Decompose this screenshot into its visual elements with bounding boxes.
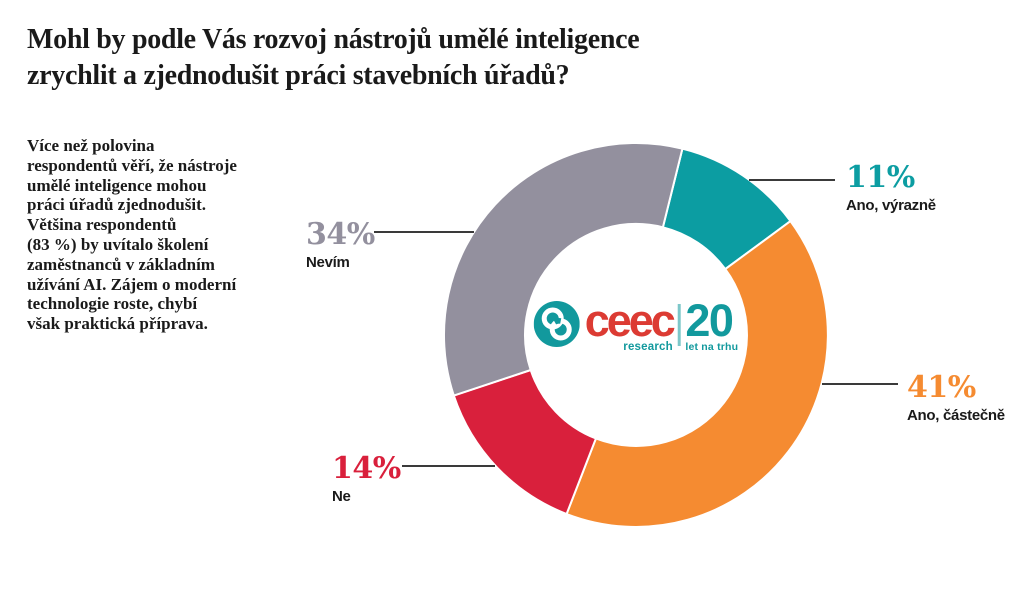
intro-text: Více než polovina respondentů věří, že ná…	[27, 136, 237, 334]
text-line: respondentů věří, že nástroje	[27, 155, 237, 175]
text-line: zrychlit a zjednodušit práci stavebních …	[27, 60, 570, 91]
text-line: technologie roste, chybí	[27, 294, 198, 314]
label-ano-castecne: 41% Ano, částečně	[907, 370, 1005, 425]
ceec-brand-word: ceec	[584, 295, 676, 346]
percent-value: 34%	[306, 217, 375, 252]
text-line: umělé inteligence mohou	[27, 175, 207, 195]
label-ne: 14% Ne	[332, 451, 401, 506]
donut-segment-ano-castecne	[565, 220, 829, 528]
leader-line-ano-vyrazne	[749, 179, 835, 181]
ceec-anniversary-badge: 20 let na trhu	[685, 295, 739, 353]
ceec-brand-block: ceec research	[584, 295, 676, 353]
label-nevim: 34% Nevím	[306, 217, 375, 272]
percent-value: 14%	[332, 451, 401, 486]
badge-number: 20	[685, 295, 734, 346]
donut-chart	[443, 142, 829, 528]
category-label: Ano, částečně	[907, 407, 1005, 424]
leader-line-ano-castecne	[822, 383, 898, 385]
leader-line-ne	[402, 465, 495, 467]
text-line: zaměstnanců v základním	[27, 254, 215, 274]
leader-line-nevim	[374, 231, 474, 233]
percent-value: 11%	[846, 160, 915, 195]
text-line: Většina respondentů	[27, 215, 177, 235]
label-ano-vyrazne: 11% Ano, výrazně	[846, 160, 936, 215]
text-line: Mohl by podle Vás rozvoj nástrojů umělé …	[27, 24, 640, 55]
text-line: Více než polovina	[27, 136, 155, 155]
badge-sub: let na trhu	[685, 341, 739, 353]
ceec-brand-sub: research	[623, 341, 673, 353]
text-line: (83 %) by uvítalo školení	[27, 234, 209, 254]
ceec-chain-icon	[533, 301, 580, 347]
category-label: Ne	[332, 488, 351, 505]
category-label: Nevím	[306, 254, 350, 271]
category-label: Ano, výrazně	[846, 197, 936, 214]
donut-segment-ne	[452, 369, 597, 515]
percent-value: 41%	[907, 370, 976, 405]
ceec-logo: ceec research 20 let na trhu	[533, 295, 739, 353]
logo-divider	[677, 304, 681, 346]
text-line: však praktická příprava.	[27, 314, 208, 334]
page-title: Mohl by podle Vás rozvoj nástrojů umělé …	[27, 22, 640, 94]
text-line: užívání AI. Zájem o moderní	[27, 274, 237, 294]
donut-segment-nevim	[443, 142, 684, 397]
text-line: práci úřadů zjednodušit.	[27, 195, 206, 215]
